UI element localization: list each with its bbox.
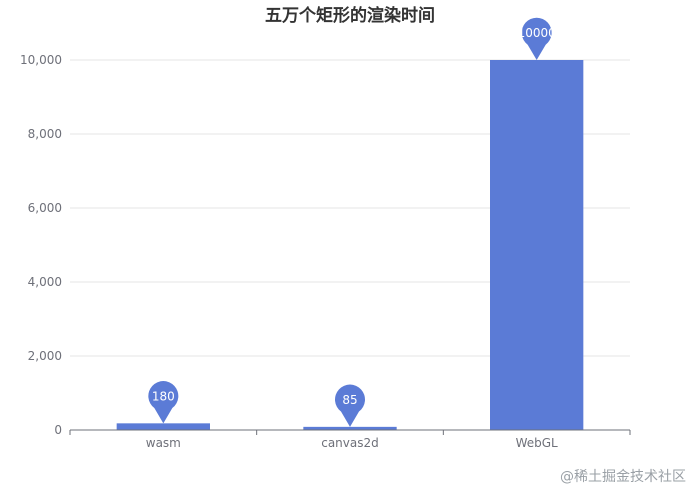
x-axis: wasm canvas2d WebGL — [69, 429, 631, 450]
bars — [116, 60, 584, 430]
data-label: 85 — [342, 393, 357, 407]
bar-WebGL — [490, 60, 584, 430]
chart-title: 五万个矩形的渲染时间 — [265, 5, 435, 26]
pin-shape — [335, 384, 365, 427]
y-tick-label: 0 — [54, 423, 62, 437]
y-tick-label: 2,000 — [28, 349, 62, 363]
y-tick-label: 10,000 — [20, 53, 62, 67]
pin-marker: 180 — [148, 381, 179, 424]
bar-canvas2d — [303, 426, 397, 430]
pin-marker: 85 — [335, 384, 365, 427]
x-tick-label: wasm — [146, 436, 181, 450]
y-axis: 0 2,000 4,000 6,000 8,000 10,000 — [20, 53, 62, 437]
data-label: 180 — [152, 389, 175, 403]
data-label: 10000 — [518, 26, 556, 40]
y-tick-label: 4,000 — [28, 275, 62, 289]
x-tick-label: WebGL — [516, 436, 558, 450]
pin-shape — [148, 381, 179, 424]
y-tick-label: 6,000 — [28, 201, 62, 215]
pin-shape — [521, 17, 552, 60]
y-tick-label: 8,000 — [28, 127, 62, 141]
watermark: @稀土掘金技术社区 — [560, 469, 686, 485]
x-tick-label: canvas2d — [321, 436, 379, 450]
bar-wasm — [116, 423, 210, 430]
data-label-pins: 180 85 10000 — [148, 17, 556, 427]
pin-marker: 10000 — [518, 17, 556, 60]
